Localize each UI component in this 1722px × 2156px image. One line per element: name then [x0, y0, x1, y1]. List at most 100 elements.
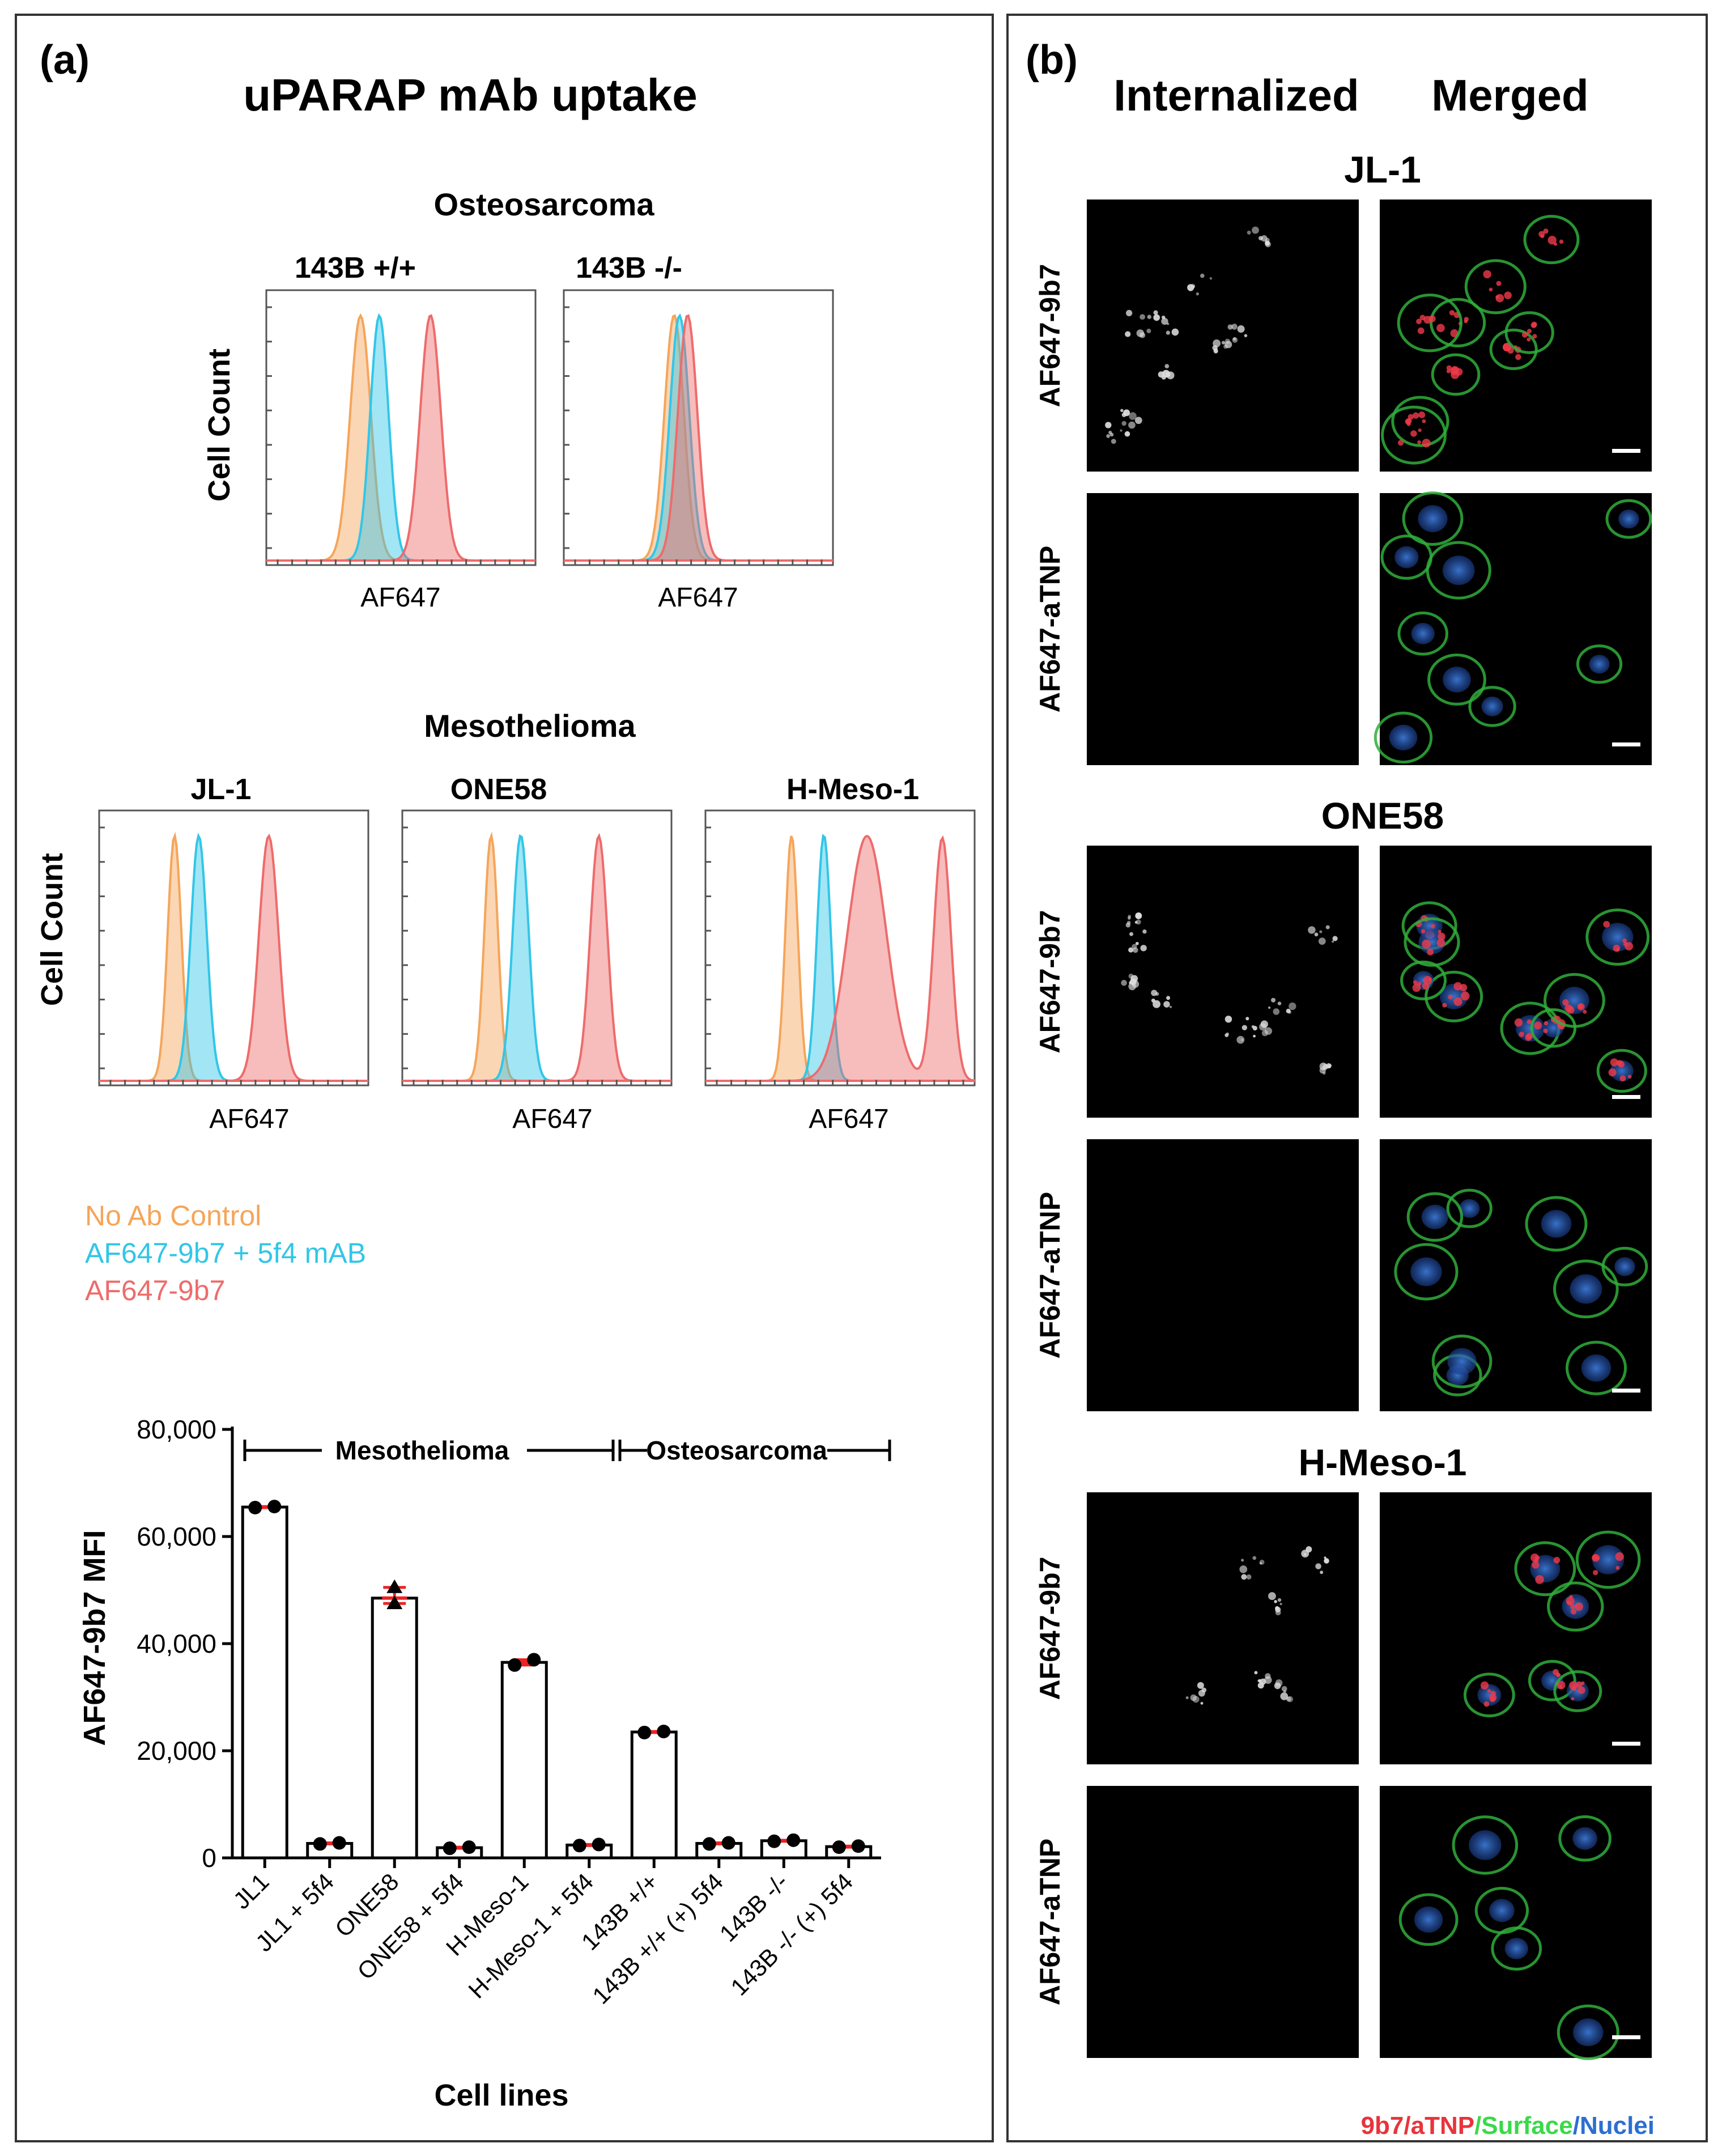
data-point: [386, 1595, 403, 1610]
histogram-xlabel: AF647: [209, 1104, 289, 1134]
data-point: [592, 1837, 606, 1852]
merged-image: [1380, 1139, 1652, 1411]
legend-surface: /Surface: [1474, 2112, 1573, 2140]
group-brackets: Mesothelioma Osteosarcoma: [243, 1436, 891, 1465]
histogram-one58: ONE58 AF647: [401, 773, 673, 1134]
scale-bar: [1612, 742, 1640, 746]
mesothelioma-heading: Mesothelioma: [424, 708, 636, 744]
column-header-internalized: Internalized: [1113, 70, 1359, 120]
internalized-image: [1087, 846, 1359, 1118]
section-title: H-Meso-1: [1298, 1441, 1466, 1483]
section-title: ONE58: [1321, 795, 1444, 837]
merged-image: [1380, 200, 1652, 472]
column-header-merged: Merged: [1431, 70, 1588, 120]
histogram-h-meso1: H-Meso-1 AF647: [704, 773, 976, 1134]
bar-chart: AF647-9b7 MFI 020,00040,00060,00080,000 …: [78, 1415, 891, 2112]
row-label: AF647-aTNP: [1034, 546, 1066, 713]
histogram-xlabel: AF647: [360, 583, 440, 613]
bar: [500, 1661, 548, 1860]
data-point: [786, 1833, 801, 1847]
image-background: [1380, 1492, 1652, 1764]
merged-image: [1374, 491, 1652, 765]
merged-image: [1380, 846, 1652, 1118]
merged-image: [1380, 1492, 1652, 1764]
bracket-label-mesothelioma: Mesothelioma: [335, 1436, 509, 1465]
internalized-image: [1087, 493, 1359, 765]
microscopy-section: H-Meso-1 AF647-9b7 AF647-aTNP: [1034, 1441, 1652, 2060]
histogram-frame: [265, 289, 537, 566]
histogram-xlabel: AF647: [658, 583, 738, 613]
internalized-image: [1087, 200, 1359, 472]
histogram-title: JL-1: [191, 773, 252, 806]
row-label: AF647-9b7: [1034, 264, 1066, 408]
y-tick-label: 20,000: [137, 1736, 216, 1765]
y-tick-label: 0: [202, 1843, 216, 1873]
histogram-title: 143B -/-: [576, 252, 682, 285]
data-point: [267, 1500, 282, 1514]
histogram-frame: [704, 809, 976, 1087]
microscopy-section: ONE58 AF647-9b7 AF647-aTNP: [1034, 795, 1652, 1411]
data-point: [657, 1724, 671, 1738]
histogram-legend: No Ab Control AF647-9b7 + 5f4 mAB AF647-…: [85, 1200, 366, 1306]
legend-9b7-atnp: 9b7/aTNP: [1361, 2112, 1475, 2140]
panel-b-frame: [1006, 14, 1708, 2142]
scale-bar: [1612, 1095, 1640, 1099]
data-point: [832, 1840, 846, 1854]
y-tick-label: 60,000: [137, 1522, 216, 1551]
row-label: AF647-aTNP: [1034, 1192, 1066, 1359]
row-label: AF647-9b7: [1034, 910, 1066, 1054]
panel-a-title: uPARAP mAb uptake: [243, 70, 698, 120]
data-point: [572, 1839, 586, 1853]
data-point: [527, 1653, 541, 1667]
histogram-frame: [98, 809, 369, 1087]
panel-a-label: (a): [40, 37, 90, 83]
image-background: [1087, 493, 1359, 765]
histogram-title: ONE58: [450, 773, 547, 806]
legend-no-ab: No Ab Control: [85, 1200, 261, 1232]
image-background: [1087, 1786, 1359, 2058]
histogram-title: 143B +/+: [295, 252, 416, 285]
panel-b-label: (b): [1026, 37, 1078, 83]
histogram-title: H-Meso-1: [786, 773, 919, 806]
panel-a-frame: [15, 14, 994, 2142]
histogram-curve: [402, 833, 671, 1082]
microscopy-section: JL-1 AF647-9b7 AF647-aTNP: [1034, 148, 1652, 765]
legend-9b7-5f4: AF647-9b7 + 5f4 mAB: [85, 1237, 366, 1269]
data-point: [443, 1841, 457, 1855]
bar: [630, 1730, 678, 1860]
histogram-xlabel: AF647: [512, 1104, 592, 1134]
image-background: [1087, 1492, 1359, 1764]
bracket-label-osteosarcoma: Osteosarcoma: [646, 1436, 827, 1465]
internalized-image: [1087, 1786, 1359, 2058]
y-tick-label: 80,000: [137, 1415, 216, 1444]
data-point: [248, 1500, 262, 1514]
data-point: [637, 1725, 652, 1739]
section-title: JL-1: [1344, 148, 1421, 190]
histogram-143b-wt: 143B +/+ AF647: [265, 252, 537, 613]
data-point: [767, 1834, 781, 1848]
x-tick-label: JL1: [228, 1868, 274, 1914]
data-point: [851, 1839, 865, 1853]
y-tick-label: 40,000: [137, 1629, 216, 1658]
histogram-curve: [266, 314, 535, 562]
row-label: AF647-aTNP: [1034, 1839, 1066, 2006]
data-point: [313, 1837, 327, 1851]
histogram-xlabel: AF647: [809, 1104, 888, 1134]
data-point: [721, 1836, 735, 1850]
bar: [371, 1597, 418, 1860]
microscopy-grid: JL-1 AF647-9b7 AF647-aTNP ONE58 AF647-9b7 AF6…: [1034, 148, 1652, 2060]
bar-chart-xlabel: Cell lines: [434, 2078, 568, 2112]
data-point: [702, 1837, 716, 1851]
histogram-curve: [564, 314, 833, 562]
scale-bar: [1612, 2035, 1640, 2039]
scale-bar: [1612, 449, 1640, 453]
scale-bar: [1612, 1742, 1640, 1746]
image-background: [1087, 1139, 1359, 1411]
histogram-curve: [99, 833, 368, 1082]
legend-9b7: AF647-9b7: [85, 1275, 225, 1306]
osteosarcoma-ylabel: Cell Count: [202, 349, 236, 502]
scale-bar: [1612, 1389, 1640, 1393]
data-point: [332, 1836, 346, 1850]
merge-channel-legend: 9b7/aTNP/Surface/Nuclei: [1361, 2112, 1655, 2140]
